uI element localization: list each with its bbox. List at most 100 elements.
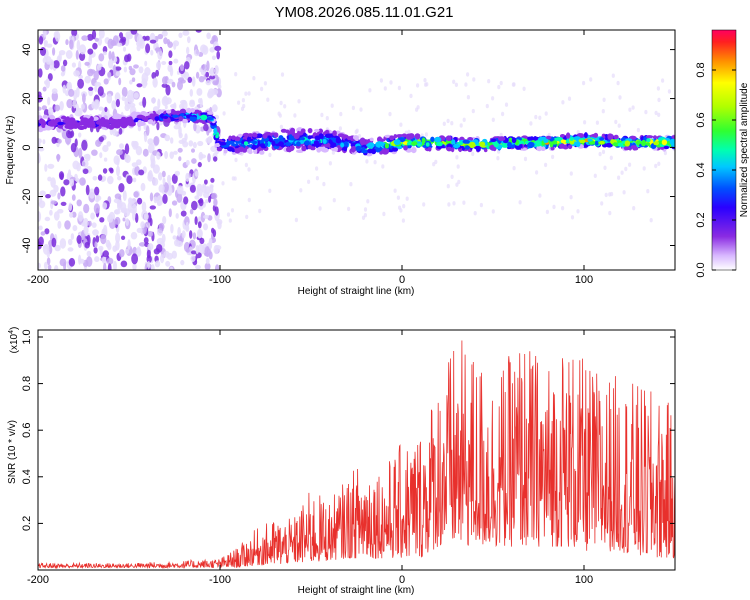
spectrogram-haze-cell — [561, 100, 565, 105]
spectrogram-haze-cell — [416, 83, 420, 88]
spectrogram-noise-cell — [192, 232, 197, 240]
spectrogram-noise-cell — [107, 71, 112, 78]
spectrogram-band-cell — [355, 145, 362, 152]
spectrogram-band-cell — [583, 132, 588, 139]
spectrogram-noise-cell — [207, 136, 213, 143]
spectrogram-noise-cell — [98, 106, 104, 111]
spectrogram-noise-cell — [137, 197, 143, 205]
spectrogram-haze-cell — [462, 117, 466, 123]
spectrogram-haze-cell — [628, 107, 632, 112]
spectrogram-noise-cell — [166, 97, 172, 105]
spectrogram-band-cell — [131, 113, 135, 117]
spectrogram-band-cell — [536, 145, 543, 152]
spectrogram-noise-cell — [180, 210, 187, 217]
spectrogram-haze-cell — [657, 97, 661, 103]
spectrogram-noise-cell — [135, 213, 139, 223]
spectrogram-y-tick-label: 20 — [21, 92, 33, 104]
spectrogram-haze-cell — [485, 103, 489, 109]
spectrogram-haze-cell — [456, 164, 460, 169]
spectrogram-band-cell — [417, 143, 422, 147]
spectrogram-noise-cell — [158, 184, 165, 193]
spectrogram-noise-cell — [198, 188, 203, 197]
spectrogram-noise-cell — [148, 143, 155, 154]
spectrogram-band-cell — [215, 134, 219, 139]
spectrogram-band-cell — [89, 116, 94, 122]
spectrogram-noise-cell — [209, 67, 215, 77]
spectrogram-band-cell — [264, 141, 269, 147]
spectrogram-haze-cell — [471, 108, 475, 114]
spectrogram-band-cell — [307, 135, 313, 140]
spectrogram-haze-cell — [280, 72, 285, 77]
spectrogram-noise-cell — [89, 69, 96, 74]
spectrogram-noise-cell — [113, 260, 117, 270]
spectrogram-noise-cell — [93, 247, 98, 254]
spectrogram-noise-cell — [175, 213, 179, 219]
spectrogram-band-cell — [594, 140, 599, 146]
spectrogram-noise-cell — [42, 139, 46, 145]
snr-panel: -200 -100 0 100 0.2 0.4 0.6 0.8 1.0 Height of s… — [7, 327, 676, 596]
spectrogram-noise-cell — [38, 36, 44, 45]
spectrogram-noise-cell — [70, 233, 75, 240]
spectrogram-band-cell — [511, 137, 517, 144]
spectrogram-noise-cell — [149, 192, 154, 202]
spectrogram-noise-cell — [63, 179, 70, 186]
spectrogram-band-cell — [411, 141, 418, 146]
spectrogram-band-cell — [451, 139, 456, 146]
snr-y-tick-label: 0.4 — [21, 469, 33, 484]
spectrogram-noise-cell — [203, 123, 209, 132]
spectrogram-noise-cell — [212, 80, 219, 86]
spectrogram-band-cell — [613, 134, 619, 140]
spectrogram-band-cell — [389, 135, 395, 141]
spectrogram-noise-cell — [214, 45, 222, 52]
spectrogram-haze-cell — [657, 161, 661, 166]
colorbar-tick-label: 0.0 — [695, 262, 707, 277]
spectrogram-noise-cell — [115, 99, 120, 108]
spectrogram-noise-cell — [116, 42, 123, 47]
spectrogram-noise-cell — [113, 198, 121, 204]
spectrogram-y-tick-label: 0 — [21, 144, 33, 150]
spectrogram-noise-cell — [79, 44, 87, 55]
spectrogram-band-cell — [483, 148, 488, 153]
spectrogram-noise-cell — [145, 35, 151, 41]
spectrogram-noise-cell — [217, 221, 222, 230]
spectrogram-band-cell — [354, 137, 359, 141]
spectrogram-noise-cell — [147, 243, 154, 251]
spectrogram-noise-cell — [170, 223, 174, 234]
spectrogram-noise-cell — [193, 122, 197, 132]
spectrogram-band-cell — [227, 147, 235, 152]
spectrogram-noise-cell — [45, 56, 52, 65]
spectrogram-noise-cell — [183, 196, 189, 205]
spectrogram-band-cell — [114, 121, 120, 127]
spectrogram-band-cell — [293, 132, 300, 140]
spectrogram-haze-cell — [315, 176, 319, 181]
spectrogram-band-cell — [661, 139, 668, 146]
spectrogram-noise-cell — [108, 50, 112, 61]
spectrogram-noise-cell — [78, 147, 83, 159]
spectrogram-noise-cell — [45, 194, 51, 199]
spectrogram-noise-cell — [83, 203, 90, 214]
spectrogram-noise-cell — [198, 76, 205, 83]
spectrogram-haze-cell — [608, 210, 612, 216]
spectrogram-band-cell — [340, 142, 345, 148]
spectrogram-haze-cell — [234, 72, 238, 77]
spectrogram-band-cell — [436, 142, 443, 147]
spectrogram-haze-cell — [499, 80, 503, 86]
spectrogram-band-cell — [190, 116, 197, 121]
spectrogram-noise-cell — [98, 136, 104, 143]
spectrogram-haze-cell — [601, 149, 606, 155]
spectrogram-noise-cell — [193, 49, 200, 57]
spectrogram-noise-cell — [50, 177, 56, 188]
spectrogram-band-cell — [610, 139, 615, 144]
spectrogram-noise-cell — [65, 50, 73, 59]
spectrogram-noise-cell — [119, 249, 125, 258]
spectrogram-noise-cell — [186, 46, 190, 55]
spectrogram-noise-cell — [65, 39, 69, 46]
spectrogram-haze-cell — [297, 99, 301, 104]
spectrogram-noise-cell — [114, 209, 119, 215]
spectrogram-band-cell — [403, 145, 408, 151]
spectrogram-haze-cell — [620, 170, 624, 175]
spectrogram-noise-cell — [164, 104, 168, 110]
spectrogram-noise-cell — [213, 244, 219, 255]
spectrogram-haze-cell — [423, 78, 427, 83]
spectrogram-band-cell — [60, 115, 67, 120]
